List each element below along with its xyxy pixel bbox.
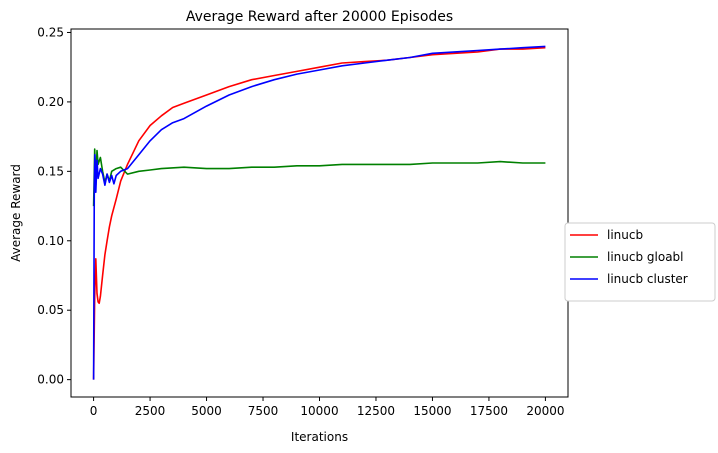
x-axis: 0 2500 5000 7500 10000 12500 15000 17500 20000: [90, 397, 565, 418]
y-tick-label: 0.15: [37, 164, 64, 178]
y-tick-label: 0.10: [37, 234, 64, 248]
x-tick-label: 17500: [470, 404, 508, 418]
legend-label: linucb cluster: [607, 272, 688, 286]
y-axis-label: Average Reward: [9, 164, 23, 262]
chart-title: Average Reward after 20000 Episodes: [186, 9, 453, 25]
plot-frame: [70, 28, 569, 398]
x-tick-label: 0: [90, 404, 98, 418]
x-tick-label: 10000: [300, 404, 338, 418]
legend: linucb linucb gloabl linucb cluster: [564, 222, 716, 302]
y-tick-label: 0.25: [37, 25, 64, 39]
y-tick-label: 0.00: [37, 373, 64, 387]
series-line-linucb-cluster: [92, 45, 546, 380]
x-tick-label: 12500: [357, 404, 395, 418]
y-tick-label: 0.05: [37, 303, 64, 317]
series-line-linucb: [92, 46, 546, 380]
legend-box: [564, 222, 716, 302]
x-axis-label: Iterations: [291, 430, 348, 444]
legend-label: linucb: [607, 228, 643, 242]
y-axis: 0.00 0.05 0.10 0.15 0.20 0.25: [37, 25, 71, 387]
series-layer: [92, 45, 546, 380]
x-tick-label: 2500: [135, 404, 166, 418]
x-tick-label: 5000: [191, 404, 222, 418]
legend-label: linucb gloabl: [607, 250, 684, 264]
y-tick-label: 0.20: [37, 95, 64, 109]
series-line-linucb-gloabl: [92, 148, 546, 207]
x-tick-label: 7500: [248, 404, 279, 418]
x-tick-label: 20000: [526, 404, 564, 418]
x-tick-label: 15000: [413, 404, 451, 418]
